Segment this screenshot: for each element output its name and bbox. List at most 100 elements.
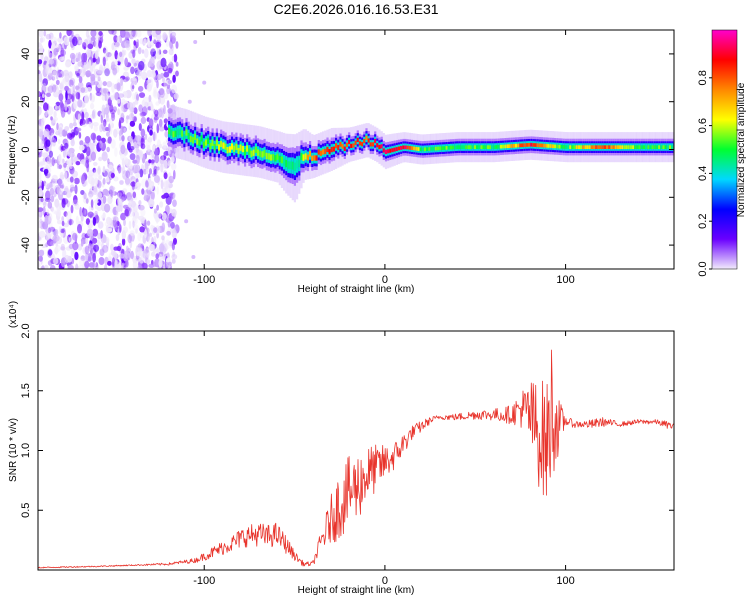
spectrogram-noise-blob [75,85,80,90]
spectrogram-noise-blob [156,123,160,134]
spectrogram-noise-blob [146,259,151,265]
spectrogram-noise-blob [88,193,93,200]
spectrogram-ridge-cell [512,144,515,148]
spectrogram-noise-blob [123,31,130,40]
y-tick-label: 1.5 [20,383,32,398]
spectrogram-noise-blob [162,141,167,149]
spectrogram-noise-blob [146,144,151,152]
spectrogram-noise-blob [84,111,89,119]
spectrogram-noise-blob [133,206,138,213]
spectrogram-ridge-cell [619,145,622,149]
spectrogram-noise-blob [132,191,137,199]
spectrogram-ridge-cell [356,137,359,142]
spectrogram-noise-blob [134,99,139,105]
spectrogram-noise-blob [38,198,41,205]
spectrogram-noise-blob [173,169,176,180]
spectrogram-noise-blob [143,168,147,175]
spectrogram-noise-blob [102,188,109,196]
spectrogram-noise-blob [86,49,91,58]
spectrogram-noise-blob [162,49,168,54]
spectrogram-noise-blob [124,157,129,165]
spectrogram-noise-blob [38,30,44,38]
spectrogram-noise-blob [138,92,146,98]
spectrogram-noise-blob [125,76,130,81]
spectrogram-noise-blob [68,71,73,79]
spectrogram-ridge-cell [647,145,650,149]
spectrogram-noise-blob [107,94,110,100]
y-tick-label: 0 [20,146,32,152]
spectrogram-noise-blob [92,110,95,119]
spectrogram-ridge-cell [499,144,502,149]
spectrogram-noise-blob [93,161,98,166]
spectrogram-noise-blob [100,230,103,239]
spectrogram-noise-blob [126,141,131,151]
spectrogram-noise-blob [156,204,160,211]
spectrogram-noise-blob [38,221,41,229]
spectrogram-ridge-cell [265,152,268,160]
spectrogram-ridge-cell [391,148,394,153]
y-tick-label: 20 [20,96,32,108]
spectrogram-noise-blob [159,95,166,105]
spectrogram-noise-blob [49,265,56,269]
spectrogram-noise-blob [114,59,118,66]
spectrogram-noise-blob [38,207,44,212]
spectrogram-noise-blob [166,230,172,236]
spectrogram-noise-blob [102,107,106,115]
spectrogram-ridge-cell [569,145,572,149]
spectrogram-ridge-cell [270,154,273,161]
spectrogram-noise-blob [122,170,129,180]
spectrogram-noise-blob [38,249,45,257]
spectrogram-ridge-cell [389,148,392,153]
spectrogram-noise-blob [115,127,120,134]
spectrogram-noise-blob [139,168,144,178]
spectrogram-noise-blob [129,230,135,237]
spectrogram-noise-blob [138,104,143,112]
spectrogram-noise-blob [118,224,122,233]
spectrogram-noise-blob [132,211,135,217]
spectrogram-noise-blob [153,36,157,44]
spectrogram-noise-blob [128,112,135,121]
spectrogram-noise-blob [161,212,167,221]
spectrogram-noise-blob [170,221,175,229]
spectrogram-noise-blob [75,161,81,166]
spectrogram-noise-blob [78,132,82,139]
spectrogram-noise-blob [191,255,196,260]
spectrogram-noise-blob [45,61,50,69]
spectrogram-noise-blob [71,170,79,178]
spectrogram-noise-blob [150,69,156,78]
spectrogram-noise-blob [159,253,163,261]
spectrogram-ridge-cell [285,159,288,168]
spectrogram-noise-blob [119,128,123,137]
spectrogram-noise-blob [57,69,60,77]
spectrogram-noise-blob [171,229,177,239]
spectrogram-ridge-cell [545,143,548,148]
spectrogram-noise-blob [63,222,69,228]
spectrogram-noise-blob [171,84,178,94]
spectrogram-noise-blob [107,136,112,144]
spectrogram-noise-blob [121,50,125,58]
spectrogram-noise-blob [107,195,113,205]
spectrogram-noise-blob [152,131,156,142]
spectrogram-noise-blob [141,71,148,81]
spectrogram-noise-blob [119,112,123,118]
spectrogram-noise-blob [117,164,122,174]
spectrogram-noise-blob [100,121,107,130]
spectrogram-noise-blob [163,79,168,89]
spectrogram-y-ticks: -40 -20 0 20 40 [20,48,674,253]
spectrogram-noise-blob [163,92,169,100]
spectrogram-ridge-cell [473,145,476,149]
spectrogram-x-label: Height of straight line (km) [298,284,415,295]
spectrogram-noise-blob [57,73,63,78]
spectrogram-noise-blob [138,72,141,80]
spectrogram-noise-blob [110,172,115,179]
spectrogram-noise-blob [48,213,53,222]
spectrogram-noise-blob [129,239,133,249]
spectrogram-noise-blob [51,157,55,167]
spectrogram-noise-blob [168,30,173,39]
spectrogram-ridge-cell [209,143,212,150]
spectrogram-noise-blob [106,81,113,88]
spectrogram-ridge-cell [319,150,323,156]
spectrogram-ridge-cell [655,145,659,149]
spectrogram-noise-blob [102,234,107,244]
spectrogram-noise-blob [56,122,59,131]
